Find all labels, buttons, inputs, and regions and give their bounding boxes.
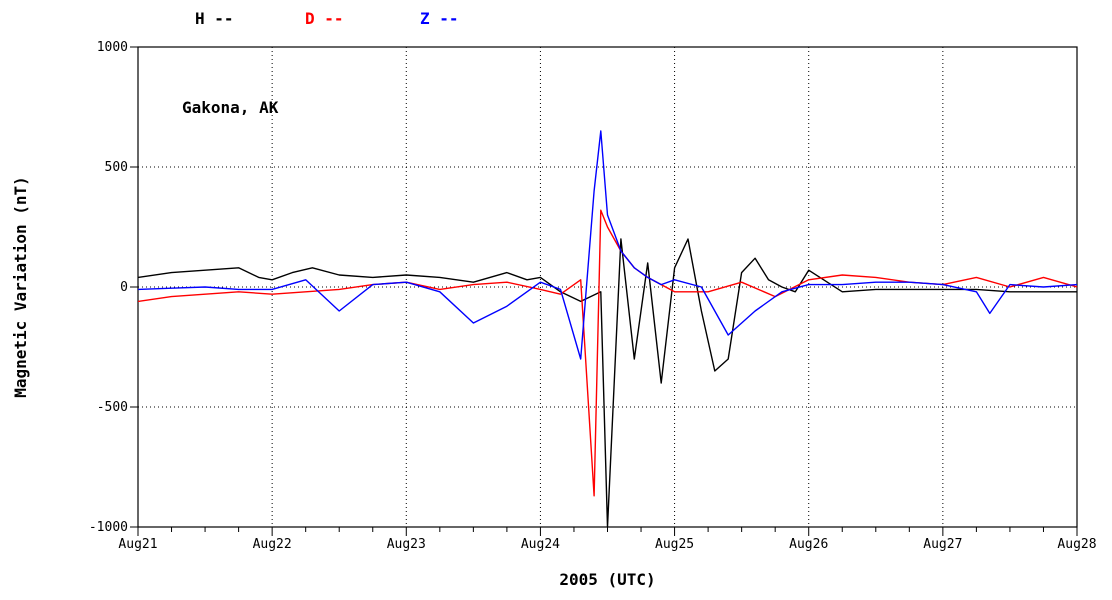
x-tick-label: Aug25 [655, 537, 694, 552]
legend-entry-h: H -- [195, 9, 234, 28]
x-tick-label: Aug27 [923, 537, 962, 552]
legend-entry-z: Z -- [420, 9, 459, 28]
y-tick-label: -500 [97, 400, 128, 415]
x-tick-label: Aug26 [789, 537, 828, 552]
x-tick-label: Aug24 [521, 537, 560, 552]
y-tick-label: 1000 [97, 40, 128, 55]
x-tick-label: Aug21 [118, 537, 157, 552]
station-annotation: Gakona, AK [182, 98, 279, 117]
x-axis-title: 2005 (UTC) [559, 570, 655, 589]
y-tick-label: -1000 [89, 520, 128, 535]
y-tick-label: 0 [120, 280, 128, 295]
legend-entry-d: D -- [305, 9, 344, 28]
x-tick-label: Aug28 [1057, 537, 1096, 552]
x-tick-label: Aug23 [387, 537, 426, 552]
y-axis-title: Magnetic Variation (nT) [11, 176, 30, 398]
x-tick-label: Aug22 [253, 537, 292, 552]
y-tick-label: 500 [105, 160, 128, 175]
